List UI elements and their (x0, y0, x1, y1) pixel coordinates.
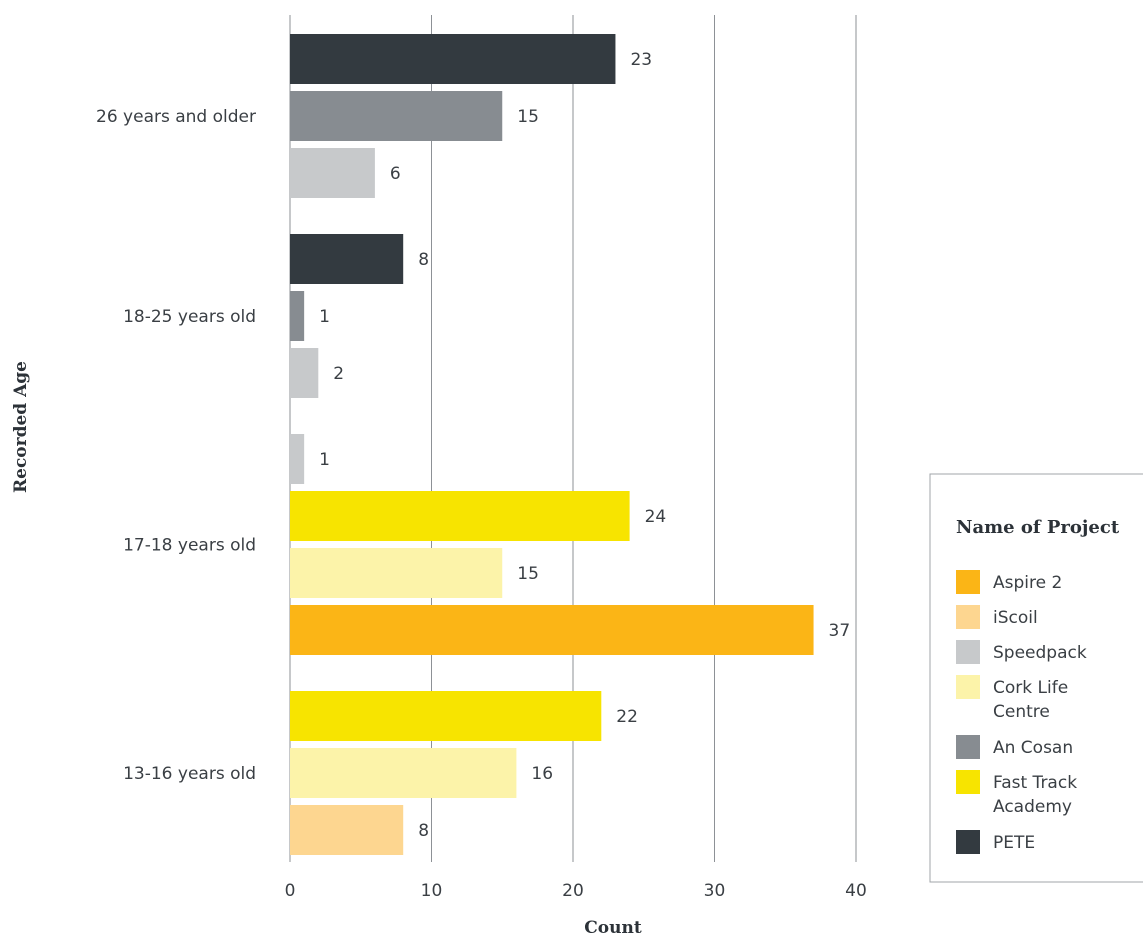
legend-swatch-4 (956, 735, 980, 759)
bar-0-2 (290, 148, 375, 198)
bar-3-2 (290, 805, 404, 855)
x-tick-labels: 0 10 20 30 40 (285, 881, 867, 901)
value-label-0-2: 6 (390, 164, 401, 184)
value-label-0-0: 23 (630, 50, 652, 70)
category-label-0: 26 years and older (96, 107, 256, 127)
legend-label-1: iScoil (993, 608, 1038, 628)
legend-swatch-3 (956, 675, 980, 699)
value-label-2-3: 37 (829, 621, 851, 641)
category-label-1: 18-25 years old (123, 307, 256, 327)
value-label-3-1: 16 (531, 764, 553, 784)
value-label-2-0: 1 (319, 450, 330, 470)
bar-2-1 (290, 491, 630, 541)
bar-0-0 (290, 34, 616, 84)
legend-swatch-5 (956, 770, 980, 794)
value-label-2-1: 24 (645, 507, 667, 527)
legend-swatch-0 (956, 570, 980, 594)
x-tick-label-0: 0 (285, 881, 296, 901)
x-tick-label-3: 30 (704, 881, 726, 901)
legend-label-3: Cork Life Centre (993, 678, 1068, 722)
category-labels: 26 years and older 18-25 years old 17-18 y… (96, 107, 256, 784)
category-label-3: 13-16 years old (123, 764, 256, 784)
x-tick-label-1: 10 (421, 881, 443, 901)
legend: Name of Project Aspire 2 iScoil Speedpack C… (929, 473, 1143, 883)
legend-label-2: Speedpack (993, 643, 1087, 663)
value-label-0-1: 15 (517, 107, 539, 127)
bars-group: 23 15 6 8 1 2 1 24 15 37 22 16 8 (290, 34, 850, 855)
y-axis-title: Recorded Age (11, 361, 31, 493)
legend-items: Aspire 2 iScoil Speedpack Cork Life Centre An… (956, 570, 1087, 854)
legend-label-6: PETE (993, 833, 1035, 853)
value-label-1-0: 8 (418, 250, 429, 270)
bar-1-0 (290, 234, 404, 284)
category-label-2: 17-18 years old (123, 536, 256, 556)
x-axis-title: Count (584, 918, 642, 938)
legend-title: Name of Project (956, 517, 1120, 538)
value-label-3-2: 8 (418, 821, 429, 841)
bar-3-0 (290, 691, 602, 741)
legend-label-0: Aspire 2 (993, 573, 1062, 593)
bar-1-2 (290, 348, 319, 398)
bar-3-1 (290, 748, 517, 798)
bar-2-2 (290, 548, 503, 598)
legend-swatch-2 (956, 640, 980, 664)
bar-2-3 (290, 605, 814, 655)
value-label-1-2: 2 (333, 364, 344, 384)
bar-1-1 (290, 291, 305, 341)
x-tick-label-4: 40 (845, 881, 867, 901)
legend-swatch-6 (956, 830, 980, 854)
bar-2-0 (290, 434, 305, 484)
legend-swatch-1 (956, 605, 980, 629)
legend-label-5: Fast Track Academy (993, 773, 1077, 817)
legend-label-4: An Cosan (993, 738, 1073, 758)
x-tick-label-2: 20 (562, 881, 584, 901)
value-label-1-1: 1 (319, 307, 330, 327)
value-label-2-2: 15 (517, 564, 539, 584)
value-label-3-0: 22 (616, 707, 638, 727)
bar-0-1 (290, 91, 503, 141)
